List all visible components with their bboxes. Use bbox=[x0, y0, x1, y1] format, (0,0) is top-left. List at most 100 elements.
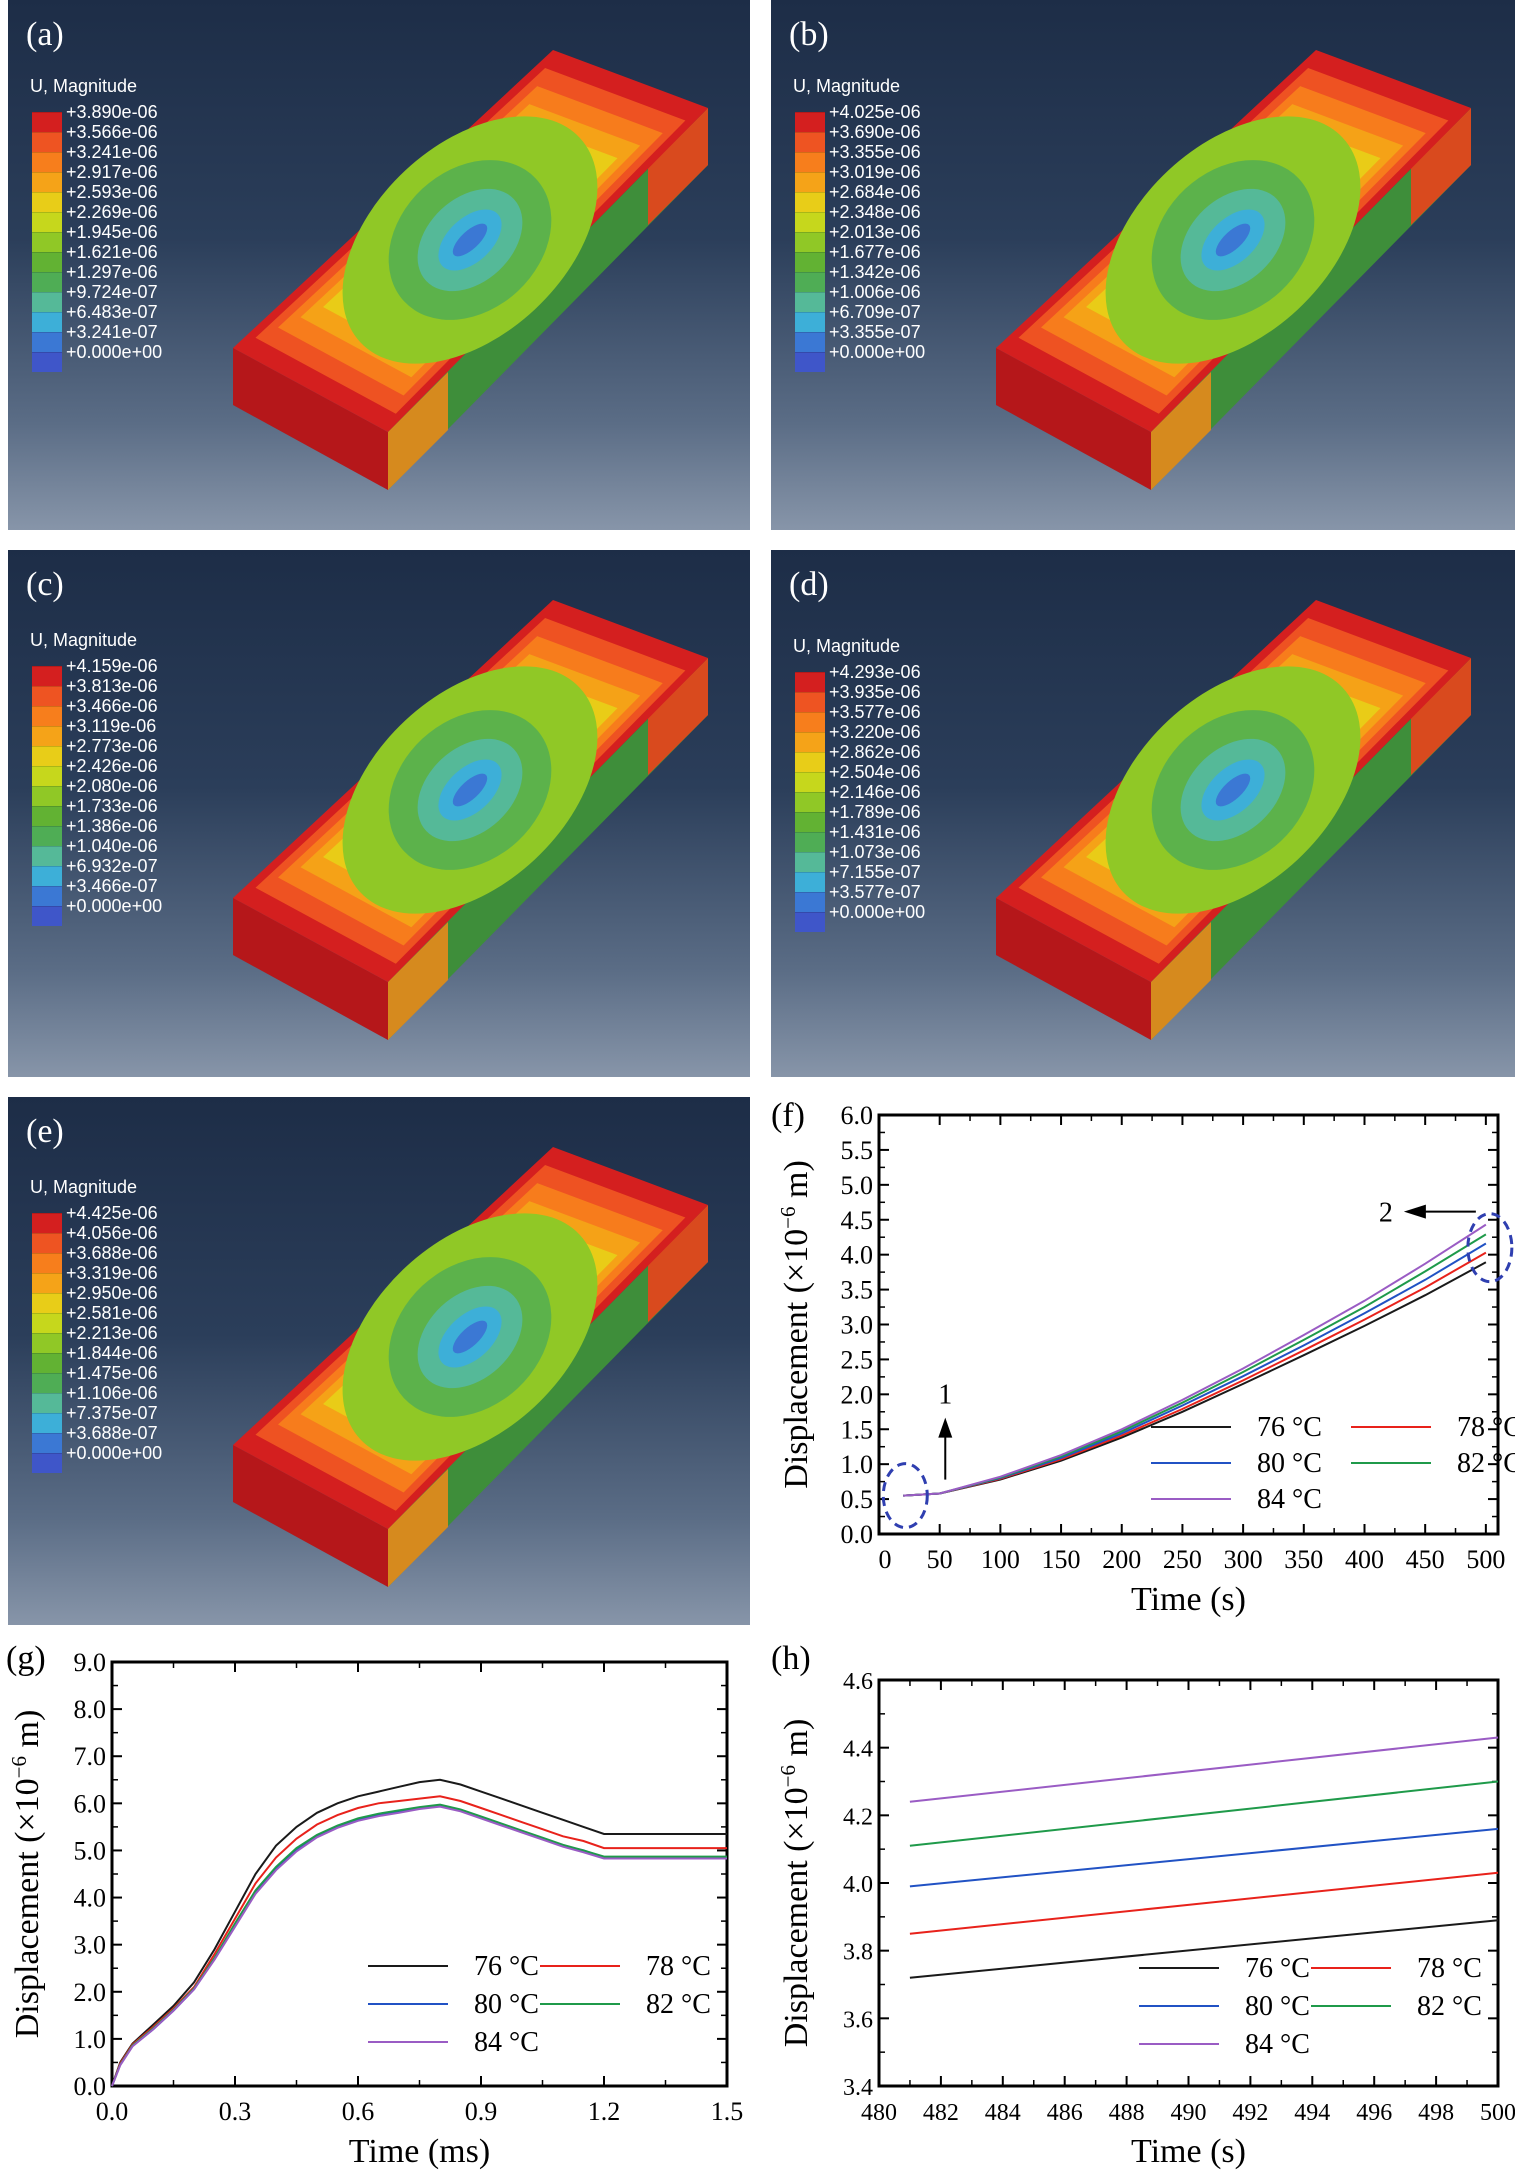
y-tick-label: 3.5 bbox=[841, 1276, 874, 1305]
legend-values: +4.159e-06 +3.813e-06 +3.466e-06 +3.119e-06… bbox=[66, 656, 162, 916]
legend-value: +1.073e-06 bbox=[829, 842, 921, 862]
legend-swatch bbox=[795, 672, 825, 692]
legend-value: +1.386e-06 bbox=[66, 816, 158, 836]
legend-title: U, Magnitude bbox=[793, 636, 901, 656]
legend-swatch bbox=[795, 112, 825, 132]
legend-value: +3.577e-07 bbox=[829, 882, 921, 902]
fem-panel-b: (b) U, Magnitude +4.025e-06 +3.690e-06 +3.35… bbox=[771, 0, 1515, 530]
y-tick-label: 3.6 bbox=[843, 2007, 873, 2033]
crack-center bbox=[1215, 223, 1251, 257]
legend-label: 82 °C bbox=[646, 1989, 711, 2020]
legend-swatch bbox=[32, 232, 62, 252]
series-line bbox=[111, 1778, 727, 2087]
legend-value: +2.773e-06 bbox=[66, 736, 158, 756]
legend-value: +1.040e-06 bbox=[66, 836, 158, 856]
legend-swatch bbox=[32, 332, 62, 352]
chart-panel-g: (g) 0.0 0.3 0.6 0.9 1.2 1.5 0.0 1.0 2.0 3.0 4.0 5.0… bbox=[0, 1640, 750, 2176]
legend-swatch bbox=[32, 666, 62, 686]
legend-values: +4.025e-06 +3.690e-06 +3.355e-06 +3.019e-06… bbox=[829, 102, 925, 362]
legend-swatch bbox=[32, 1413, 62, 1433]
y-axis-label: Displacement (×10−6 m) bbox=[776, 1719, 815, 2048]
legend-swatch bbox=[795, 192, 825, 212]
legend-swatch bbox=[795, 172, 825, 192]
highlight-circle-2 bbox=[1466, 1212, 1514, 1284]
legend-value: +4.425e-06 bbox=[66, 1203, 158, 1223]
body-front-face bbox=[233, 348, 388, 490]
panel-label-g: (g) bbox=[6, 1640, 46, 1677]
series-line bbox=[903, 1233, 1487, 1497]
legend-value: +2.917e-06 bbox=[66, 162, 158, 182]
plot-frame bbox=[110, 1660, 729, 2088]
x-tick-label: 488 bbox=[1109, 2100, 1145, 2126]
legend-value: +2.213e-06 bbox=[66, 1323, 158, 1343]
legend-swatch bbox=[32, 746, 62, 766]
arrow-2-head bbox=[1403, 1204, 1426, 1219]
legend-colorbar bbox=[32, 112, 62, 372]
legend-swatch bbox=[32, 866, 62, 886]
legend-value: +1.475e-06 bbox=[66, 1363, 158, 1383]
legend-value: +2.950e-06 bbox=[66, 1283, 158, 1303]
x-tick-label: 250 bbox=[1163, 1545, 1202, 1574]
legend-label: 78 °C bbox=[1457, 1412, 1515, 1443]
y-tick-label: 5.5 bbox=[841, 1136, 874, 1165]
highlight-circle-1 bbox=[881, 1462, 929, 1530]
body-right-face bbox=[388, 658, 708, 1040]
legend-swatch bbox=[32, 1233, 62, 1253]
legend-value: +3.688e-06 bbox=[66, 1243, 158, 1263]
x-tick-label: 1.2 bbox=[588, 2097, 621, 2126]
legend-label: 78 °C bbox=[646, 1951, 711, 1982]
panel-label: (d) bbox=[789, 566, 829, 603]
series-line bbox=[903, 1251, 1487, 1497]
legend-value: +9.724e-07 bbox=[66, 282, 158, 302]
y-tick-label: 4.4 bbox=[843, 1737, 873, 1763]
legend-swatch bbox=[795, 292, 825, 312]
legend-swatch bbox=[795, 872, 825, 892]
legend-value: +1.844e-06 bbox=[66, 1343, 158, 1363]
legend-swatch bbox=[795, 892, 825, 912]
y-tick-label: 3.8 bbox=[843, 1940, 873, 1966]
crack-center bbox=[452, 773, 488, 807]
legend-value: +2.146e-06 bbox=[829, 782, 921, 802]
legend-value: +1.621e-06 bbox=[66, 242, 158, 262]
legend-values: +3.890e-06 +3.566e-06 +3.241e-06 +2.917e-06… bbox=[66, 102, 162, 362]
x-tick-label: 300 bbox=[1224, 1545, 1263, 1574]
chart-h: 480 482 484 486 488 490 492 494 496 498 500 3.4 3.6 3… bbox=[776, 1669, 1515, 2170]
series-line bbox=[909, 1736, 1499, 1803]
legend-swatch bbox=[32, 272, 62, 292]
legend-value: +1.945e-06 bbox=[66, 222, 158, 242]
legend-value: +1.677e-06 bbox=[829, 242, 921, 262]
legend-swatch bbox=[32, 192, 62, 212]
legend-swatch bbox=[32, 212, 62, 232]
legend-swatch bbox=[32, 1453, 62, 1473]
x-tick-label: 350 bbox=[1284, 1545, 1323, 1574]
legend-label: 76 °C bbox=[1257, 1412, 1322, 1443]
displacement-contour-body bbox=[233, 50, 708, 490]
legend-values: +4.293e-06 +3.935e-06 +3.577e-06 +3.220e-06… bbox=[829, 662, 925, 922]
y-tick-label: 9.0 bbox=[74, 1648, 107, 1677]
x-tick-label: 484 bbox=[985, 2100, 1021, 2126]
x-tick-label: 150 bbox=[1042, 1545, 1081, 1574]
x-tick-label: 400 bbox=[1345, 1545, 1384, 1574]
legend-swatch bbox=[32, 686, 62, 706]
legend-label: 84 °C bbox=[1245, 2029, 1310, 2060]
x-tick-label: 498 bbox=[1418, 2100, 1454, 2126]
y-tick-label: 2.5 bbox=[841, 1345, 874, 1374]
panel-label: (a) bbox=[26, 16, 64, 53]
legend-value: +3.119e-06 bbox=[66, 716, 157, 736]
legend-value: +0.000e+00 bbox=[66, 1443, 163, 1463]
legend-swatch bbox=[32, 846, 62, 866]
series-line bbox=[903, 1242, 1487, 1497]
y-tick-label: 5.0 bbox=[74, 1836, 107, 1865]
series-line bbox=[909, 1827, 1499, 1888]
legend-value: +3.688e-07 bbox=[66, 1423, 158, 1443]
x-tick-label: 0.3 bbox=[219, 2097, 252, 2126]
legend-title: U, Magnitude bbox=[30, 630, 138, 650]
legend-value: +6.483e-07 bbox=[66, 302, 158, 322]
fem-panel-d: (d) U, Magnitude +4.293e-06 +3.935e-06 +3.57… bbox=[771, 550, 1515, 1077]
panel-label-f: (f) bbox=[771, 1097, 805, 1134]
legend-label: 82 °C bbox=[1457, 1448, 1515, 1479]
legend-swatch bbox=[795, 812, 825, 832]
legend-value: +2.862e-06 bbox=[829, 742, 921, 762]
legend-value: +0.000e+00 bbox=[829, 342, 926, 362]
legend-swatch bbox=[32, 1393, 62, 1413]
